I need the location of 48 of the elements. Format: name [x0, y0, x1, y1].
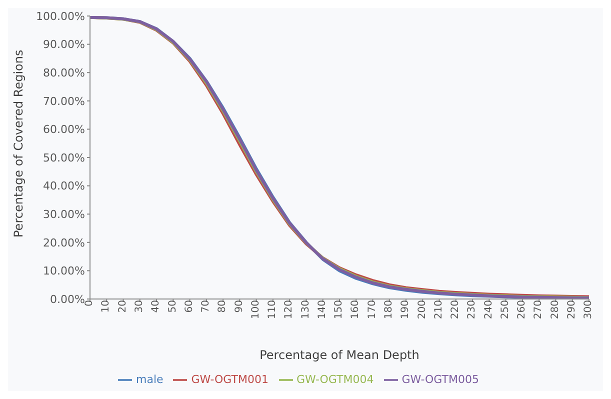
x-axis-title: Percentage of Mean Depth [260, 348, 420, 362]
legend-label: GW-OGTM005 [402, 373, 479, 386]
legend-label: male [136, 373, 164, 386]
y-tick-label: 60.00% [43, 123, 85, 136]
legend-label: GW-OGTM001 [191, 373, 269, 386]
y-tick-label: 90.00% [43, 38, 85, 52]
x-tick-label: 10 [100, 300, 112, 313]
y-tick-label: 20.00% [43, 236, 85, 250]
x-tick-label: 190 [400, 300, 412, 320]
x-tick-label: 300 [583, 300, 594, 320]
y-tick-label: 40.00% [43, 180, 85, 193]
x-tick-label: 210 [433, 300, 444, 320]
y-tick-label: 10.00% [43, 264, 85, 278]
x-tick-label: 120 [284, 300, 295, 320]
x-tick-label: 30 [134, 300, 145, 313]
x-tick-label: 250 [500, 300, 511, 320]
x-tick-label: 150 [334, 300, 345, 320]
y-tick-label: 80.00% [43, 66, 85, 80]
x-tick-label: 140 [316, 300, 328, 320]
x-tick-label: 100 [250, 300, 262, 320]
x-tick-label: 0 [84, 300, 96, 306]
x-tick-label: 200 [416, 300, 428, 320]
x-tick-label: 130 [300, 300, 312, 320]
y-axis-title: Percentage of Covered Regions [11, 50, 26, 238]
x-tick-label: 20 [117, 300, 128, 313]
x-tick-label: 280 [550, 300, 561, 320]
x-tick-label: 240 [483, 300, 494, 320]
x-tick-label: 220 [450, 300, 462, 320]
x-tick-label: 70 [200, 300, 212, 313]
x-tick-label: 180 [384, 300, 394, 320]
x-tick-label: 270 [533, 300, 544, 320]
x-tick-label: 110 [267, 300, 278, 320]
x-tick-label: 260 [516, 300, 528, 320]
x-tick-label: 230 [466, 300, 478, 320]
x-tick-label: 90 [234, 300, 245, 313]
x-tick-label: 50 [167, 300, 178, 313]
y-tick-label: 30.00% [43, 208, 85, 222]
y-tick-label: 50.00% [43, 151, 85, 164]
y-tick-label: 100.00% [36, 10, 85, 23]
y-tick-label: 0.00% [50, 292, 85, 306]
legend-label: GW-OGTM004 [296, 373, 374, 386]
x-tick-label: 170 [366, 300, 378, 320]
x-tick-label: 40 [150, 300, 162, 313]
y-tick-label: 70.00% [43, 94, 85, 108]
x-tick-label: 290 [566, 300, 578, 320]
x-tick-label: 60 [184, 300, 195, 313]
x-tick-label: 160 [350, 300, 362, 320]
x-tick-label: 80 [217, 300, 228, 313]
